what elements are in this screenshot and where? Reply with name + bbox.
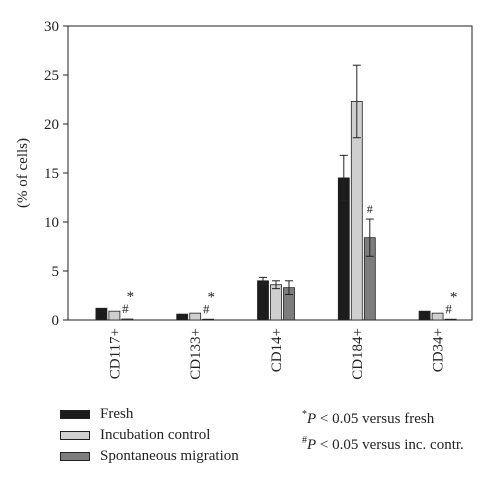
plot-frame xyxy=(67,25,473,321)
bar xyxy=(189,312,202,321)
footnote-symbol: # xyxy=(302,435,307,446)
legend-label-fresh: Fresh xyxy=(100,406,134,422)
significance-mark: # xyxy=(122,301,129,316)
footnote-text: < 0.05 versus inc. contr. xyxy=(316,437,464,453)
legend-label-spontaneous-migration: Spontaneous migration xyxy=(100,448,239,464)
footnote-text: < 0.05 versus fresh xyxy=(316,411,435,427)
significance-mark: # xyxy=(445,302,452,317)
y-tick-label: 30 xyxy=(44,19,59,35)
significance-mark: * xyxy=(127,289,135,305)
bar xyxy=(121,318,134,321)
significance-notes: *P < 0.05 versus fresh #P < 0.05 versus … xyxy=(302,404,464,456)
significance-mark: * xyxy=(450,290,458,306)
significance-mark: * xyxy=(207,290,215,306)
legend-item-fresh: Fresh xyxy=(60,404,239,425)
bar xyxy=(444,318,457,321)
y-tick-label: 0 xyxy=(52,313,60,329)
bar xyxy=(257,280,269,321)
footnote-vs-fresh: *P < 0.05 versus fresh xyxy=(302,404,464,430)
x-tick-label: CD133+ xyxy=(188,328,204,380)
x-tick-label: CD117+ xyxy=(107,328,123,379)
footnote-p: P xyxy=(307,437,317,453)
legend-swatch-incubation-control xyxy=(60,431,90,440)
footnote-p: P xyxy=(307,411,317,427)
significance-mark: # xyxy=(203,302,210,317)
legend-swatch-spontaneous-migration xyxy=(60,452,90,461)
chart: 0 5 10 15 20 25 30 (% of cells) CD117+ CD133+ CD14… xyxy=(15,19,473,380)
bar xyxy=(95,307,108,321)
y-tick-label: 25 xyxy=(44,68,59,84)
x-tick-label: CD34+ xyxy=(431,328,447,372)
y-axis-label: (% of cells) xyxy=(15,138,31,208)
bar xyxy=(176,313,189,321)
legend-label-incubation-control: Incubation control xyxy=(100,427,211,443)
bar xyxy=(418,310,431,321)
footnote-vs-inc-contr: #P < 0.05 versus inc. contr. xyxy=(302,430,464,456)
bar xyxy=(431,312,444,321)
x-tick-label: CD184+ xyxy=(350,328,366,380)
legend: Fresh Incubation control Spontaneous mig… xyxy=(60,404,239,467)
significance-mark: # xyxy=(367,202,373,216)
legend-swatch-fresh xyxy=(60,410,90,419)
bar xyxy=(108,310,121,321)
footnote-symbol: * xyxy=(302,409,307,420)
bar xyxy=(270,284,282,321)
x-tick-label: CD14+ xyxy=(269,328,285,372)
y-tick-label: 15 xyxy=(44,166,59,182)
legend-item-spontaneous-migration: Spontaneous migration xyxy=(60,446,239,467)
y-tick-label: 10 xyxy=(44,215,59,231)
bar xyxy=(202,318,215,321)
y-tick-label: 5 xyxy=(52,264,60,280)
legend-item-incubation-control: Incubation control xyxy=(60,425,239,446)
y-tick-label: 20 xyxy=(44,117,59,133)
